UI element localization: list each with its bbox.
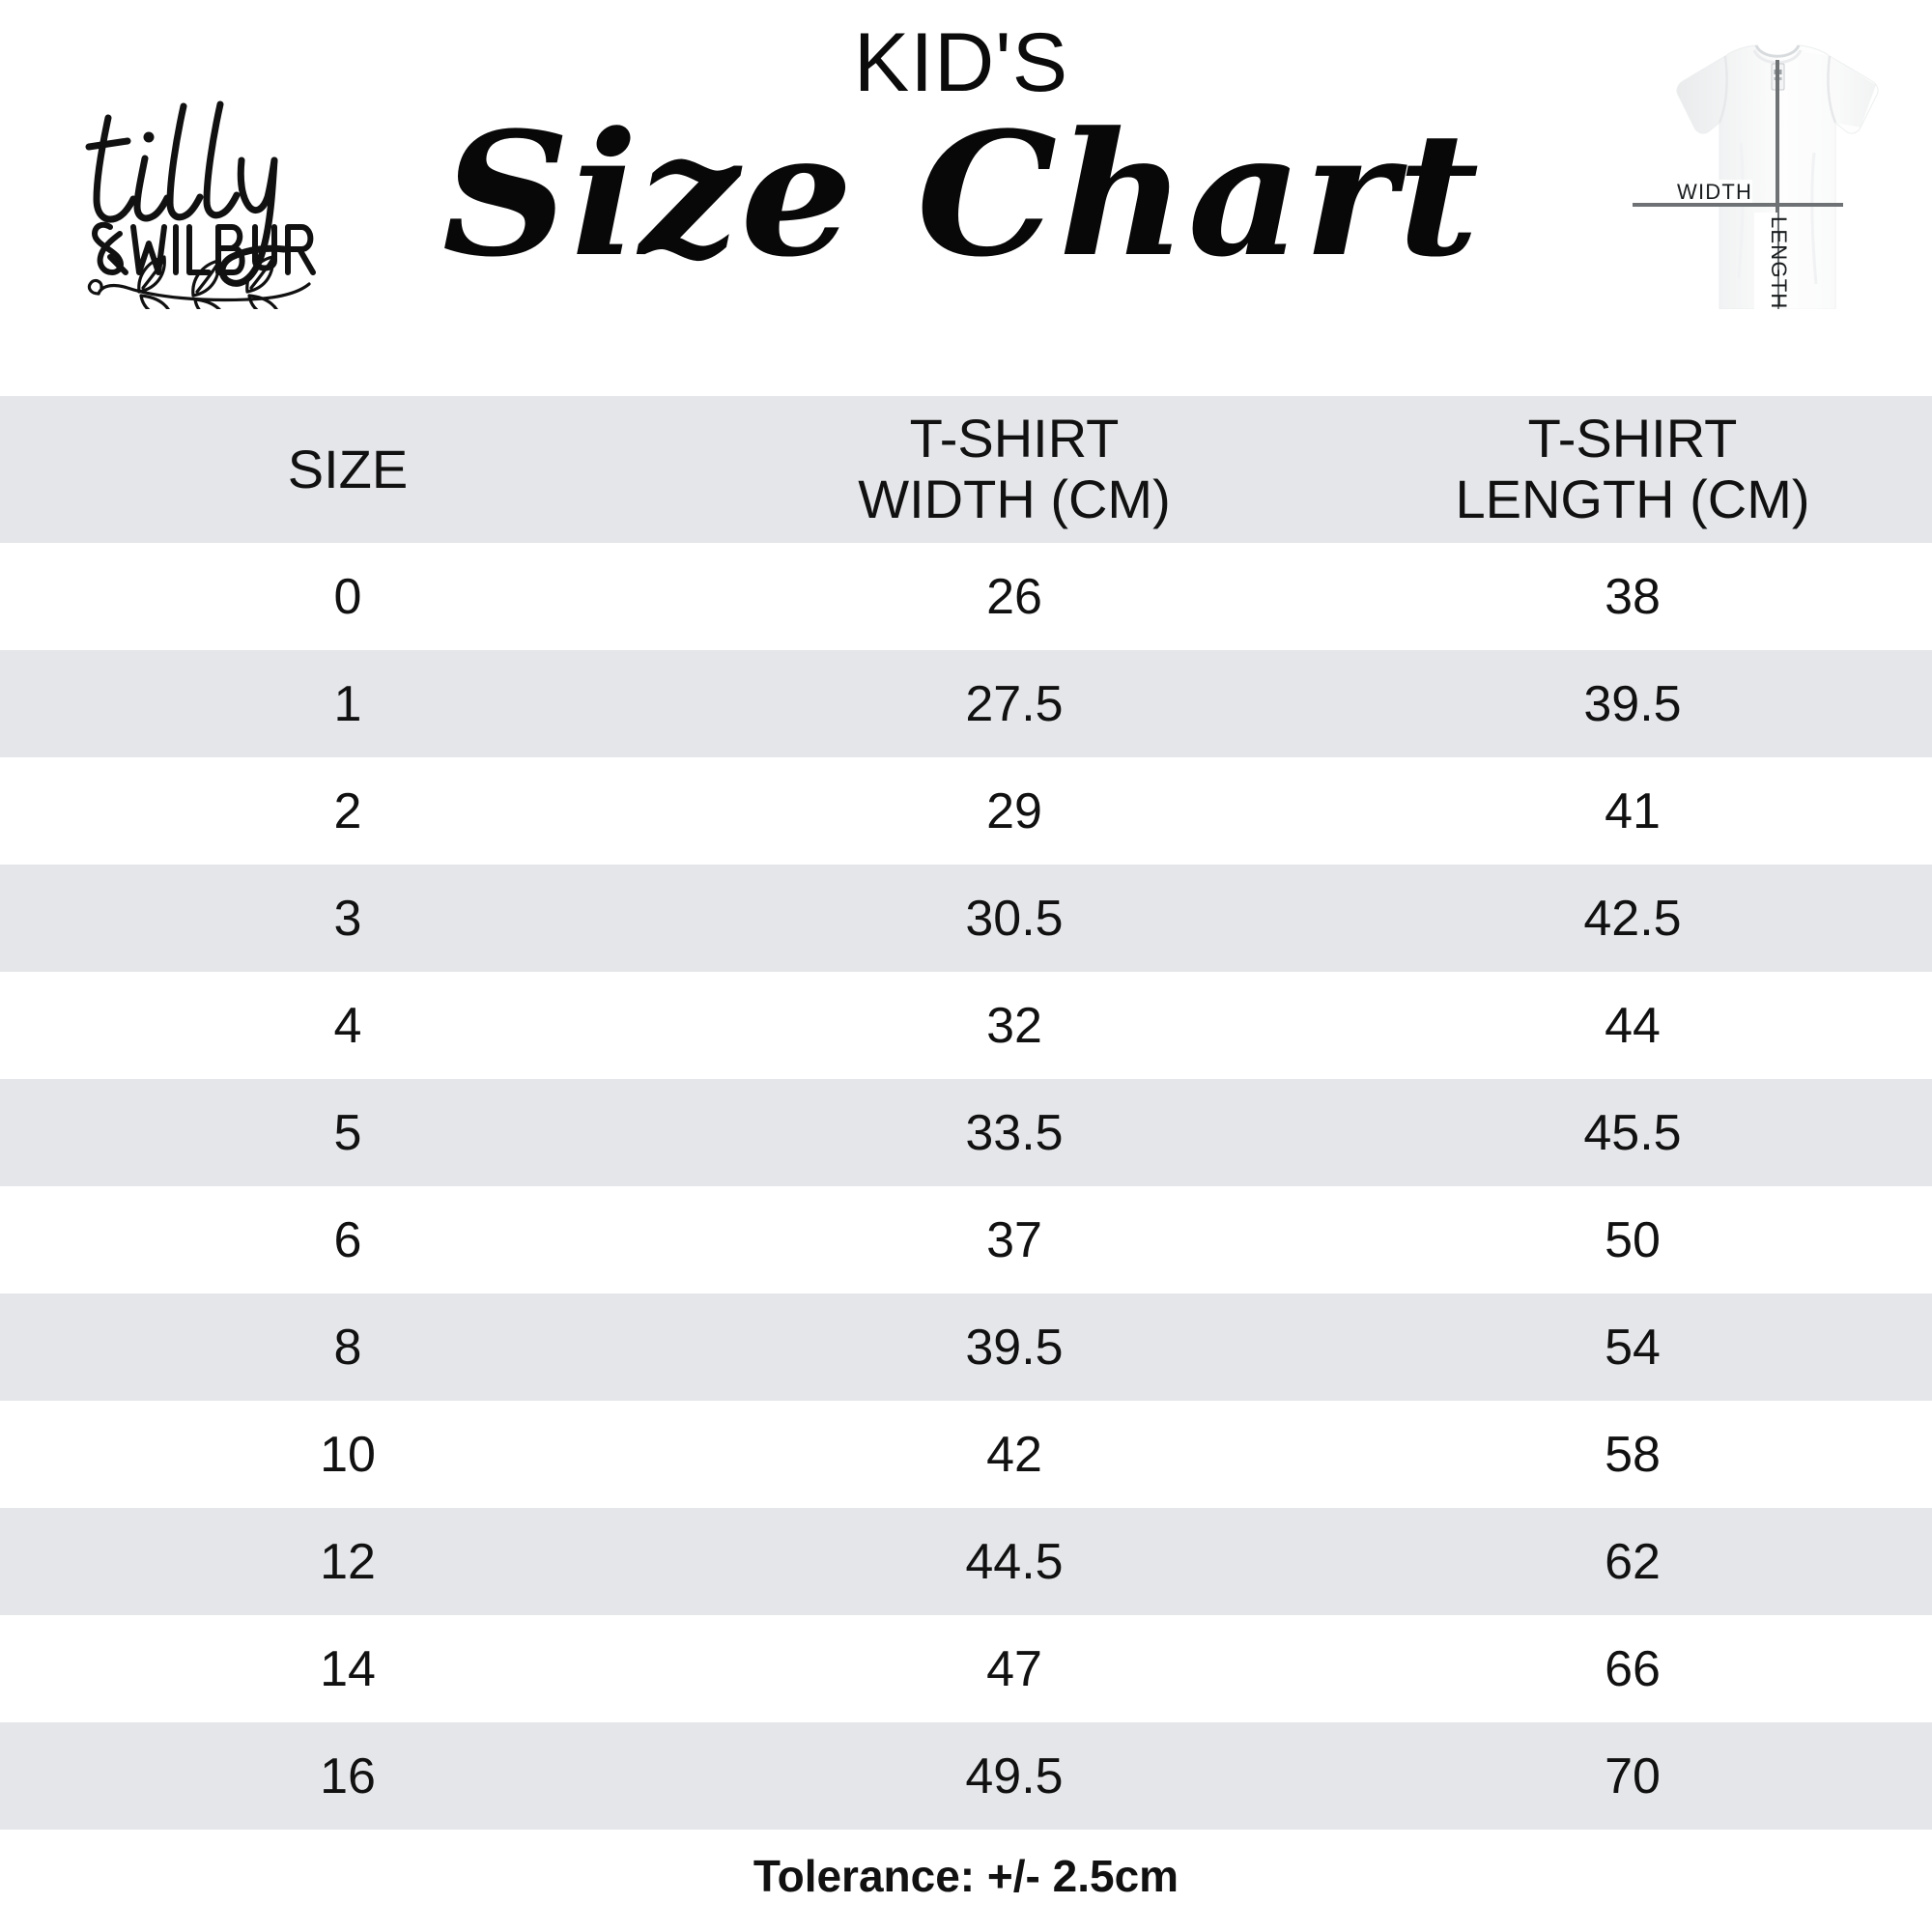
table-header-row: SIZE T-SHIRT WIDTH (CM) T-SHIRT LENGTH (…	[0, 396, 1932, 543]
page-eyebrow: KID'S	[853, 16, 1069, 109]
cell-length: 66	[1333, 1615, 1932, 1722]
title-block: KID'S Size Chart	[319, 0, 1604, 319]
table-row: 12 44.5 62	[0, 1508, 1932, 1615]
tshirt-measurement-diagram: WIDTH LENGTH	[1633, 27, 1922, 309]
cell-size: 2	[0, 757, 696, 865]
column-header-size: SIZE	[0, 396, 696, 543]
cell-length: 70	[1333, 1722, 1932, 1830]
cell-width: 39.5	[696, 1293, 1333, 1401]
table-row: 3 30.5 42.5	[0, 865, 1932, 972]
cell-size: 10	[0, 1401, 696, 1508]
cell-size: 16	[0, 1722, 696, 1830]
cell-size: 12	[0, 1508, 696, 1615]
table-row: 10 42 58	[0, 1401, 1932, 1508]
cell-width: 27.5	[696, 650, 1333, 757]
table-header: SIZE T-SHIRT WIDTH (CM) T-SHIRT LENGTH (…	[0, 396, 1932, 543]
cell-length: 42.5	[1333, 865, 1932, 972]
cell-size: 4	[0, 972, 696, 1079]
cell-size: 8	[0, 1293, 696, 1401]
cell-width: 37	[696, 1186, 1333, 1293]
table-row: 4 32 44	[0, 972, 1932, 1079]
table-row: 5 33.5 45.5	[0, 1079, 1932, 1186]
cell-length: 38	[1333, 543, 1932, 650]
cell-size: 1	[0, 650, 696, 757]
cell-width: 26	[696, 543, 1333, 650]
table-body: 0 26 38 1 27.5 39.5 2 29 41 3 30.5 42.5 …	[0, 543, 1932, 1830]
cell-length: 45.5	[1333, 1079, 1932, 1186]
page-title: Size Chart	[441, 95, 1481, 295]
cell-length: 41	[1333, 757, 1932, 865]
table-row: 16 49.5 70	[0, 1722, 1932, 1830]
cell-size: 0	[0, 543, 696, 650]
width-label: WIDTH	[1677, 180, 1752, 204]
cell-length: 58	[1333, 1401, 1932, 1508]
table-row: 6 37 50	[0, 1186, 1932, 1293]
cell-size: 5	[0, 1079, 696, 1186]
length-label: LENGTH	[1767, 216, 1791, 309]
brand-logo	[68, 77, 338, 309]
table-row: 2 29 41	[0, 757, 1932, 865]
table-row: 8 39.5 54	[0, 1293, 1932, 1401]
cell-width: 29	[696, 757, 1333, 865]
table-row: 14 47 66	[0, 1615, 1932, 1722]
brand-logo-artwork	[85, 100, 316, 309]
cell-width: 33.5	[696, 1079, 1333, 1186]
page-header: KID'S Size Chart	[0, 0, 1932, 396]
cell-length: 54	[1333, 1293, 1932, 1401]
cell-width: 47	[696, 1615, 1333, 1722]
cell-width: 32	[696, 972, 1333, 1079]
cell-length: 44	[1333, 972, 1932, 1079]
tshirt-diagram-artwork: WIDTH LENGTH	[1633, 44, 1879, 309]
cell-length: 50	[1333, 1186, 1932, 1293]
logo-i-dot	[143, 131, 155, 143]
cell-length: 39.5	[1333, 650, 1932, 757]
column-header-length: T-SHIRT LENGTH (CM)	[1333, 396, 1932, 543]
cell-size: 6	[0, 1186, 696, 1293]
cell-width: 44.5	[696, 1508, 1333, 1615]
cell-size: 3	[0, 865, 696, 972]
leaf-branch-ornament	[87, 255, 311, 309]
cell-length: 62	[1333, 1508, 1932, 1615]
cell-width: 49.5	[696, 1722, 1333, 1830]
column-header-width: T-SHIRT WIDTH (CM)	[696, 396, 1333, 543]
cell-size: 14	[0, 1615, 696, 1722]
table-row: 1 27.5 39.5	[0, 650, 1932, 757]
cell-width: 42	[696, 1401, 1333, 1508]
tolerance-note: Tolerance: +/- 2.5cm	[753, 1851, 1179, 1901]
size-chart-table: SIZE T-SHIRT WIDTH (CM) T-SHIRT LENGTH (…	[0, 396, 1932, 1830]
table-row: 0 26 38	[0, 543, 1932, 650]
cell-width: 30.5	[696, 865, 1333, 972]
